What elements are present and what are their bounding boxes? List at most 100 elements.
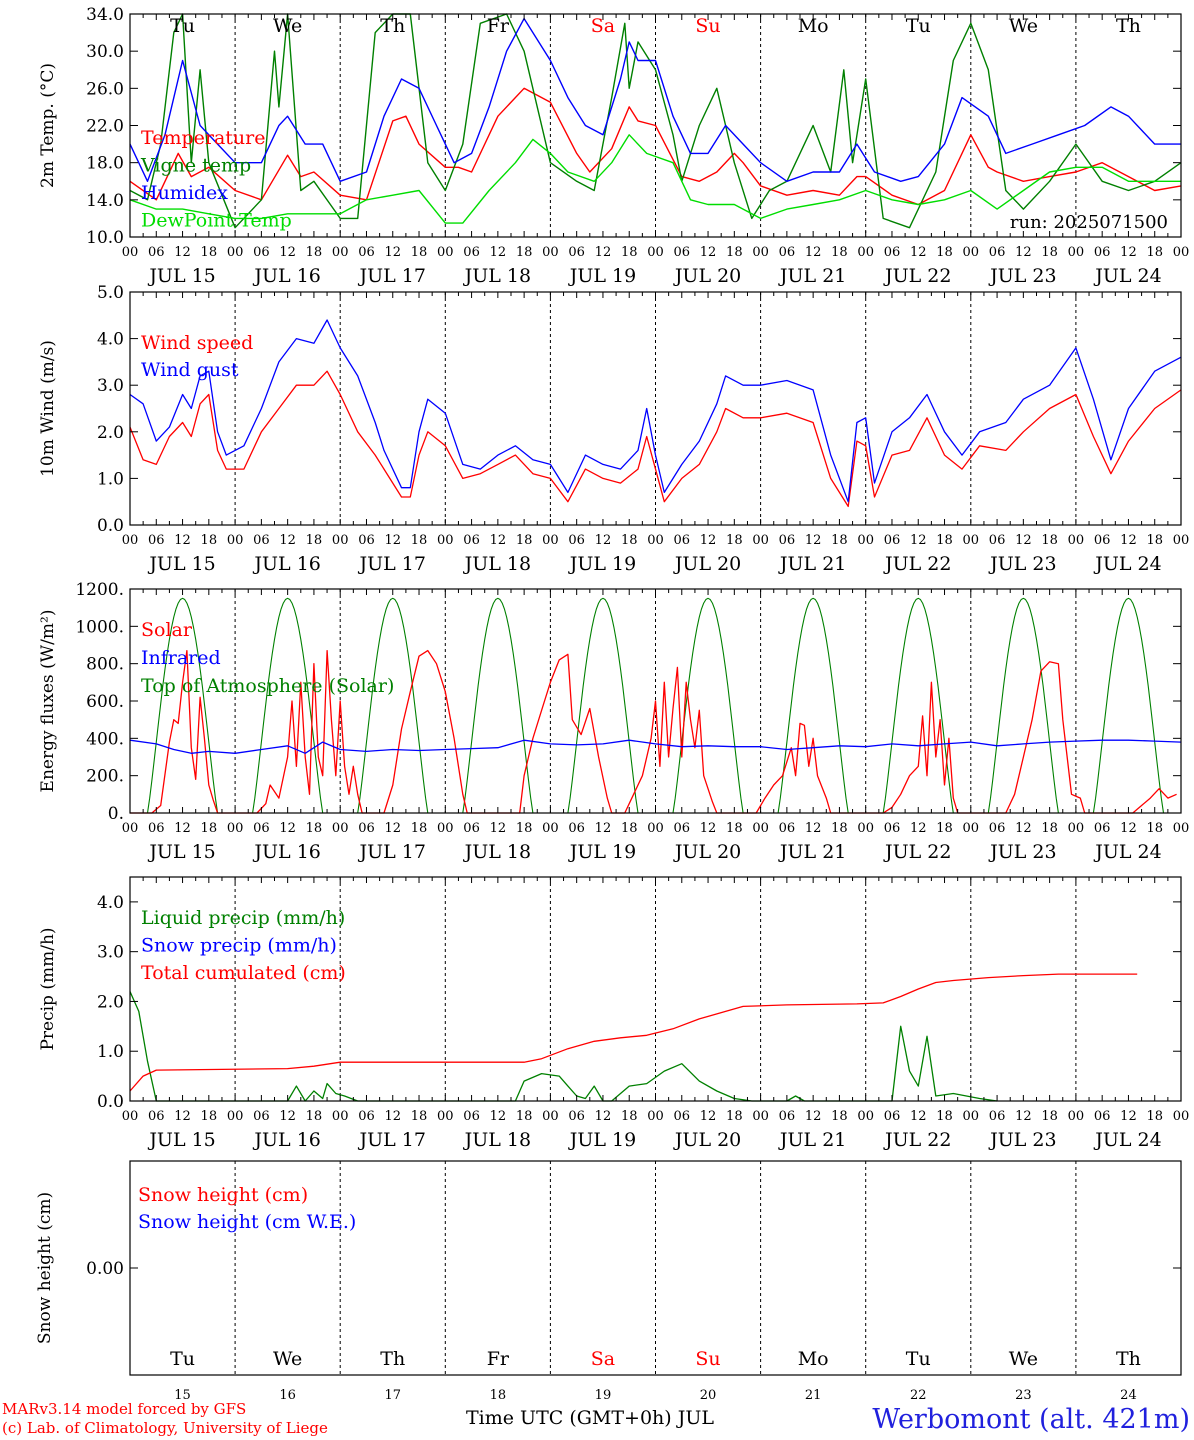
hour-tick-label: 12 (384, 821, 401, 836)
y-tick-label: 0. (108, 804, 124, 824)
day-label: JUL 18 (463, 841, 531, 863)
hour-tick-label: 06 (674, 821, 691, 836)
hour-tick-label: 06 (148, 245, 165, 260)
day-label: JUL 19 (568, 265, 636, 287)
hour-tick-label: 12 (279, 533, 296, 548)
hour-tick-label: 12 (805, 533, 822, 548)
hour-tick-label: 00 (647, 245, 664, 260)
hour-tick-label: 18 (201, 533, 218, 548)
hour-tick-label: 06 (358, 533, 375, 548)
hour-tick-label: 18 (621, 1109, 638, 1124)
hour-tick-label: 12 (910, 533, 927, 548)
weekday-label: Su (695, 1348, 720, 1370)
legend-entry: Total cumulated (cm) (141, 962, 346, 984)
hour-tick-label: 06 (989, 533, 1006, 548)
hour-tick-label: 18 (621, 245, 638, 260)
day-label: JUL 18 (463, 265, 531, 287)
day-number: 24 (1120, 1388, 1137, 1403)
hour-tick-label: 12 (490, 821, 507, 836)
y-tick-label: 0.0 (97, 516, 124, 536)
weekday-label: We (273, 15, 302, 37)
y-tick-label: 1.0 (97, 469, 124, 489)
weekday-label: We (1009, 1348, 1038, 1370)
hour-tick-label: 18 (1041, 245, 1058, 260)
legend-entry: Infrared (141, 647, 221, 669)
hour-tick-label: 06 (253, 245, 270, 260)
day-label: JUL 20 (673, 1129, 741, 1151)
hour-tick-label: 06 (463, 1109, 480, 1124)
hour-tick-label: 00 (437, 245, 454, 260)
legend-entry: Snow height (cm W.E.) (138, 1211, 356, 1233)
hour-tick-label: 18 (831, 821, 848, 836)
day-label: JUL 17 (358, 553, 426, 575)
day-number: 21 (805, 1388, 822, 1403)
hour-tick-label: 00 (332, 1109, 349, 1124)
hour-tick-label: 00 (542, 821, 559, 836)
hour-tick-label: 00 (647, 1109, 664, 1124)
hour-tick-label: 18 (621, 533, 638, 548)
hour-tick-label: 06 (358, 245, 375, 260)
hour-tick-label: 06 (884, 533, 901, 548)
hour-tick-label: 06 (253, 1109, 270, 1124)
day-label: JUL 21 (778, 553, 846, 575)
hour-tick-label: 00 (963, 533, 980, 548)
hour-tick-label: 12 (595, 533, 612, 548)
hour-tick-label: 18 (411, 245, 428, 260)
weekday-label: Fr (487, 15, 510, 37)
hour-tick-label: 18 (516, 1109, 533, 1124)
hour-tick-label: 12 (490, 533, 507, 548)
hour-tick-label: 12 (805, 1109, 822, 1124)
hour-tick-label: 18 (201, 245, 218, 260)
day-label: JUL 21 (778, 265, 846, 287)
weekday-label: Th (1116, 15, 1141, 37)
hour-tick-label: 12 (700, 1109, 717, 1124)
hour-tick-label: 12 (174, 533, 191, 548)
hour-tick-label: 18 (516, 533, 533, 548)
hour-tick-label: 18 (1041, 1109, 1058, 1124)
hour-tick-label: 00 (227, 245, 244, 260)
y-axis-title: Energy fluxes (W/m²) (38, 610, 58, 793)
hour-tick-label: 06 (779, 821, 796, 836)
legend-entry: Vigne temp (140, 155, 251, 177)
hour-tick-label: 18 (516, 821, 533, 836)
hour-tick-label: 00 (122, 1109, 139, 1124)
hour-tick-label: 06 (779, 1109, 796, 1124)
weekday-label: Th (380, 1348, 405, 1370)
hour-tick-label: 06 (463, 245, 480, 260)
day-label: JUL 20 (673, 841, 741, 863)
y-tick-label: 1.0 (97, 1042, 124, 1062)
hour-tick-label: 12 (384, 1109, 401, 1124)
hour-tick-label: 12 (595, 821, 612, 836)
hour-tick-label: 12 (174, 1109, 191, 1124)
hour-tick-label: 06 (568, 1109, 585, 1124)
weekday-label: We (1009, 15, 1038, 37)
y-tick-label: 4.0 (97, 330, 124, 350)
y-tick-label: 0.00 (86, 1259, 124, 1279)
day-label: JUL 20 (673, 553, 741, 575)
hour-tick-label: 00 (437, 1109, 454, 1124)
hour-tick-label: 12 (700, 533, 717, 548)
day-label: JUL 15 (147, 553, 215, 575)
day-label: JUL 16 (252, 841, 320, 863)
y-tick-label: 5.0 (97, 283, 124, 303)
y-tick-label: 3.0 (97, 943, 124, 963)
hour-tick-label: 12 (174, 245, 191, 260)
hour-tick-label: 00 (857, 245, 874, 260)
y-axis-title: Snow height (cm) (35, 1192, 55, 1344)
y-tick-label: 2.0 (97, 423, 124, 443)
hour-tick-label: 06 (358, 821, 375, 836)
hour-tick-label: 12 (279, 821, 296, 836)
hour-tick-label: 00 (542, 245, 559, 260)
hour-tick-label: 12 (1120, 533, 1137, 548)
hour-tick-label: 00 (122, 533, 139, 548)
hour-tick-label: 12 (805, 245, 822, 260)
hour-tick-label: 12 (1015, 533, 1032, 548)
hour-tick-label: 00 (752, 1109, 769, 1124)
day-label: JUL 23 (988, 553, 1056, 575)
day-label: JUL 24 (1093, 265, 1161, 287)
y-axis-title: Precip (mm/h) (38, 927, 58, 1050)
y-tick-label: 200. (86, 767, 124, 787)
series-line (129, 973, 1138, 1092)
day-number: 22 (910, 1388, 927, 1403)
